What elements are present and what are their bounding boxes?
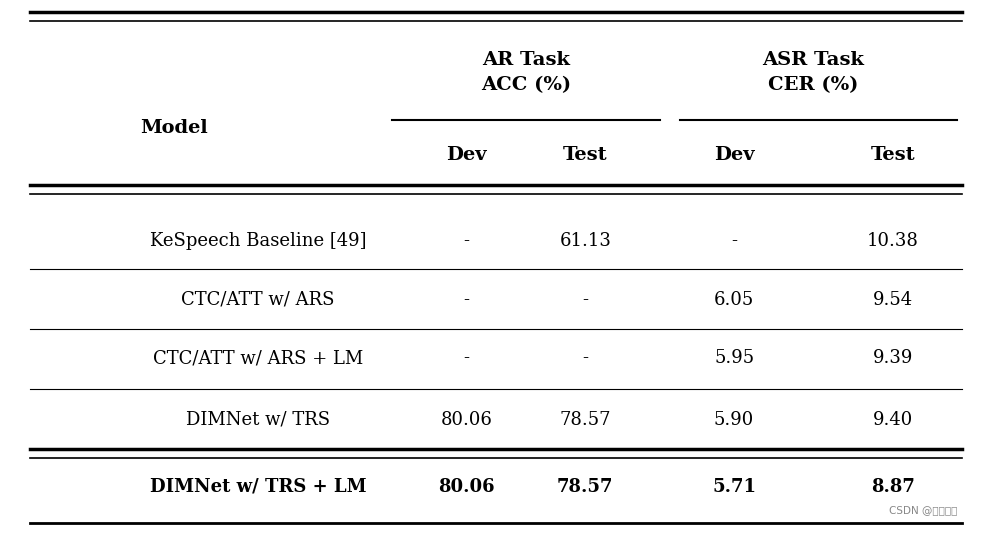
Text: 80.06: 80.06	[437, 478, 495, 496]
Text: Test: Test	[871, 146, 915, 164]
Text: 9.39: 9.39	[873, 349, 913, 368]
Text: 78.57: 78.57	[559, 411, 611, 429]
Text: -: -	[463, 232, 469, 250]
Text: Dev: Dev	[714, 146, 754, 164]
Text: 5.95: 5.95	[714, 349, 754, 368]
Text: CSDN @语音之家: CSDN @语音之家	[889, 505, 957, 515]
Text: DIMNet w/ TRS + LM: DIMNet w/ TRS + LM	[150, 478, 366, 496]
Text: 5.71: 5.71	[712, 478, 756, 496]
Text: Test: Test	[563, 146, 607, 164]
Text: -: -	[463, 291, 469, 309]
Text: 78.57: 78.57	[558, 478, 613, 496]
Text: CTC/ATT w/ ARS: CTC/ATT w/ ARS	[182, 291, 334, 309]
Text: Dev: Dev	[446, 146, 486, 164]
Text: AR Task
ACC (%): AR Task ACC (%)	[481, 51, 570, 94]
Text: 9.54: 9.54	[873, 291, 913, 309]
Text: 8.87: 8.87	[871, 478, 915, 496]
Text: 9.40: 9.40	[873, 411, 913, 429]
Text: -: -	[463, 349, 469, 368]
Text: -: -	[582, 349, 588, 368]
Text: 10.38: 10.38	[867, 232, 919, 250]
Text: ASR Task
CER (%): ASR Task CER (%)	[763, 51, 864, 94]
Text: 61.13: 61.13	[559, 232, 611, 250]
Text: Model: Model	[140, 119, 207, 137]
Text: -: -	[731, 232, 737, 250]
Text: -: -	[582, 291, 588, 309]
Text: KeSpeech Baseline [49]: KeSpeech Baseline [49]	[150, 232, 366, 250]
Text: DIMNet w/ TRS: DIMNet w/ TRS	[186, 411, 330, 429]
Text: 5.90: 5.90	[714, 411, 754, 429]
Text: 80.06: 80.06	[440, 411, 492, 429]
Text: CTC/ATT w/ ARS + LM: CTC/ATT w/ ARS + LM	[153, 349, 363, 368]
Text: 6.05: 6.05	[714, 291, 754, 309]
